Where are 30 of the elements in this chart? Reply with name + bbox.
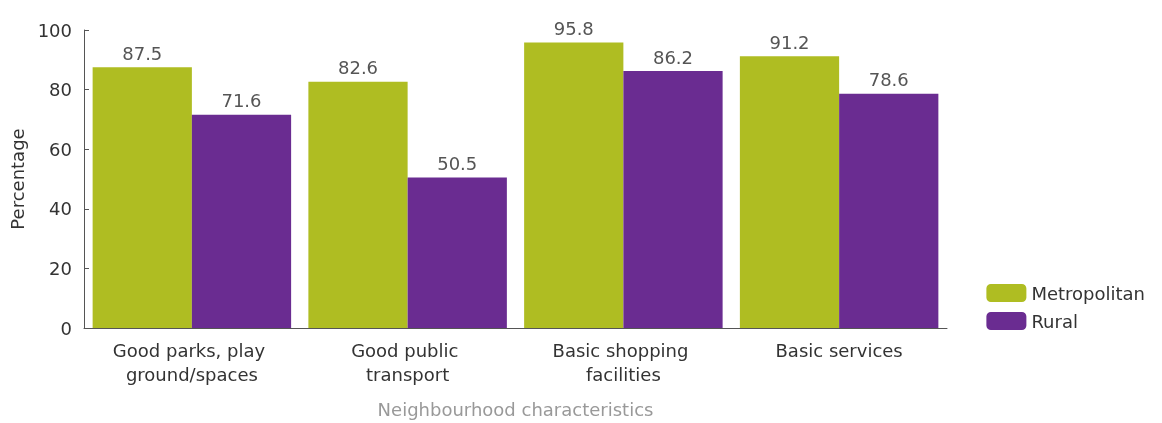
data-label: 82.6	[337, 57, 379, 79]
data-label: 91.2	[769, 31, 810, 53]
data-label: 87.5	[122, 42, 163, 64]
bar	[191, 114, 292, 328]
bar	[407, 177, 507, 328]
data-label: 78.6	[868, 69, 909, 91]
data-label: 86.2	[652, 46, 694, 68]
bar	[839, 93, 939, 328]
y-tick-label: 20	[49, 257, 72, 279]
x-tick-label: Good public transport	[351, 339, 465, 385]
x-tick-label: Basic services	[775, 339, 903, 361]
legend-label: Metropolitan	[1031, 282, 1146, 304]
legend-label: Rural	[1031, 310, 1078, 332]
bar	[739, 56, 840, 328]
x-tick-label: Good parks, play ground/spaces	[112, 339, 271, 385]
bar	[623, 71, 723, 328]
data-label: 71.6	[221, 90, 262, 112]
bar	[92, 67, 192, 328]
y-tick-label: 80	[49, 79, 72, 101]
y-axis-title: Percentage	[6, 128, 28, 230]
data-label: 95.8	[553, 18, 594, 40]
x-tick-label: Basic shopping facilities	[552, 339, 695, 385]
y-tick-label: 60	[49, 138, 72, 160]
y-tick-label: 0	[60, 317, 72, 339]
data-label: 50.5	[437, 153, 478, 175]
y-tick-label: 100	[37, 19, 72, 41]
x-axis-title: Neighbourhood characteristics	[377, 398, 654, 420]
bar	[308, 81, 408, 328]
bar	[524, 42, 624, 328]
y-tick-label: 40	[49, 198, 72, 220]
